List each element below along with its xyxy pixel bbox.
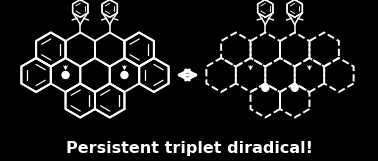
Circle shape	[121, 71, 128, 79]
Circle shape	[62, 71, 69, 79]
Circle shape	[291, 84, 298, 91]
Circle shape	[262, 84, 269, 91]
Text: Persistent triplet diradical!: Persistent triplet diradical!	[65, 141, 313, 156]
